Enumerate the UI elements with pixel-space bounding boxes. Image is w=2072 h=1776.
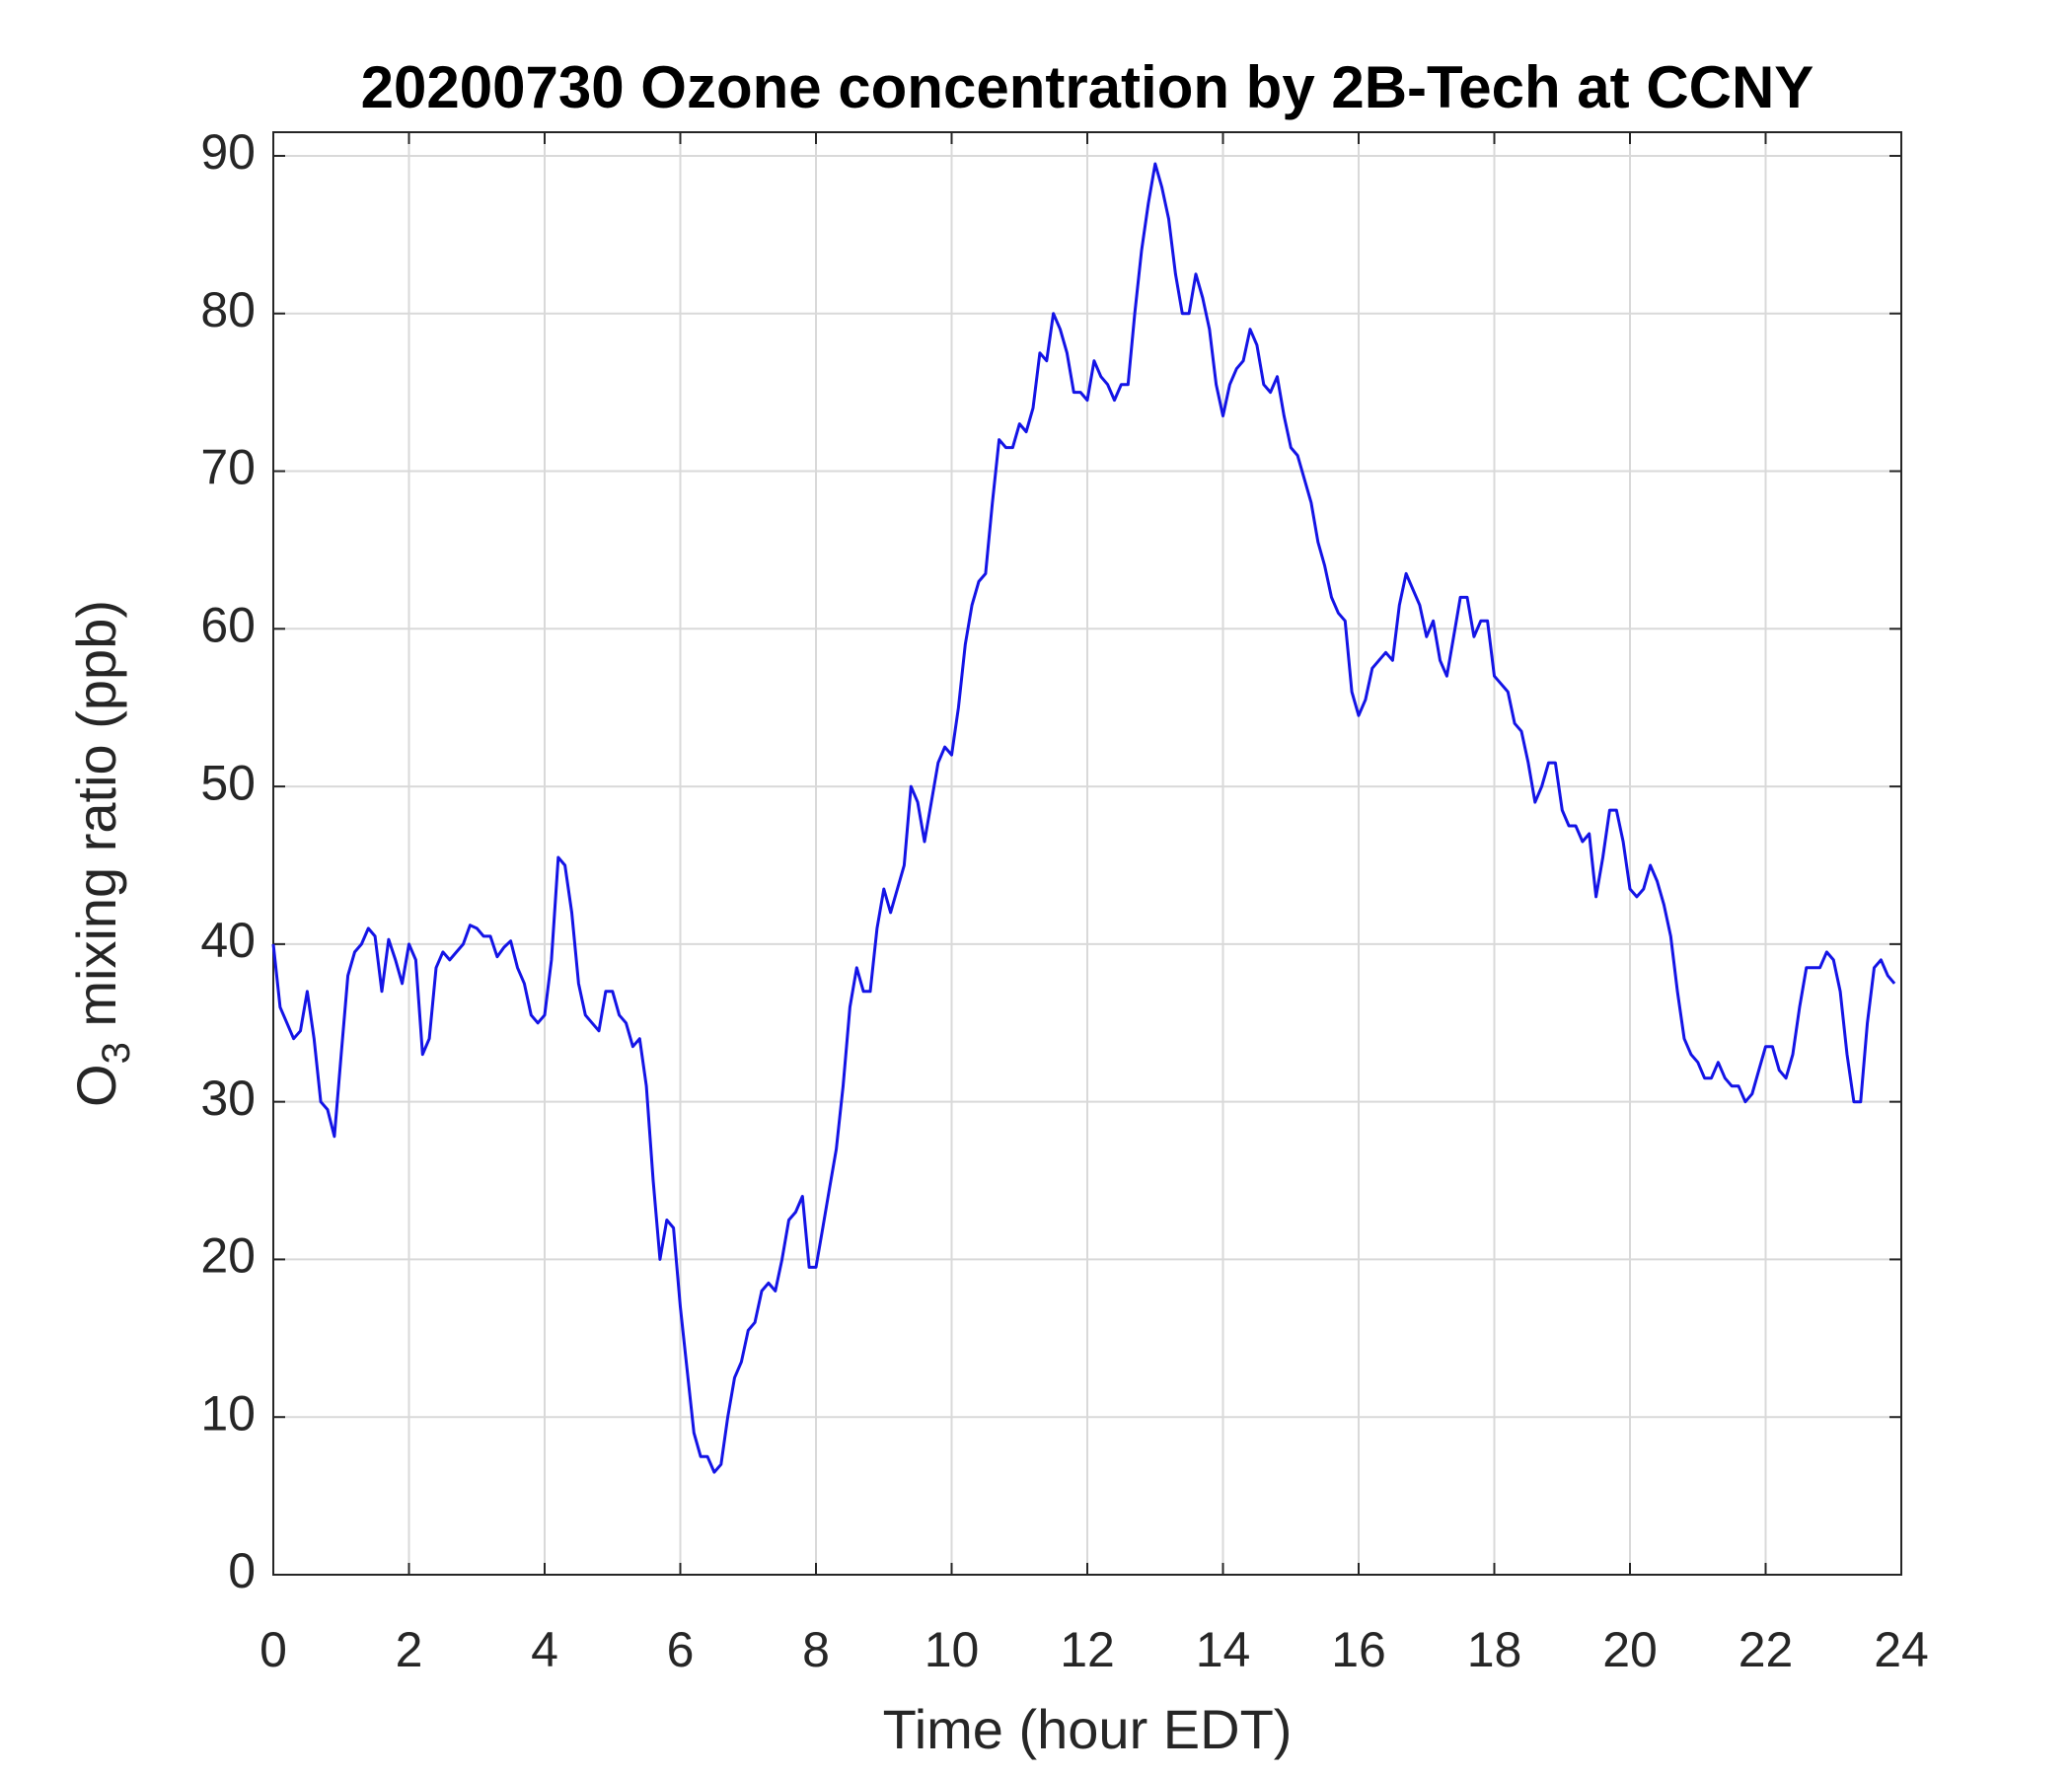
x-tick-label: 18: [1467, 1622, 1522, 1677]
x-tick-label: 10: [925, 1622, 980, 1677]
y-tick-label: 80: [200, 282, 256, 337]
y-label-part: O: [65, 1064, 127, 1107]
x-tick-label: 20: [1602, 1622, 1658, 1677]
x-tick-label: 0: [259, 1622, 287, 1677]
y-tick-label: 0: [228, 1543, 256, 1598]
x-tick-label: 14: [1196, 1622, 1251, 1677]
x-tick-label: 16: [1331, 1622, 1386, 1677]
y-label-part: mixing ratio (ppb): [65, 600, 127, 1042]
x-tick-label: 4: [531, 1622, 558, 1677]
y-tick-label: 90: [200, 124, 256, 180]
data-line: [271, 162, 1896, 1474]
x-tick-label: 2: [396, 1622, 423, 1677]
y-tick-label: 30: [200, 1071, 256, 1126]
x-axis-label: Time (hour EDT): [883, 1698, 1293, 1760]
x-tick-label: 22: [1739, 1622, 1794, 1677]
y-tick-label: 10: [200, 1385, 256, 1441]
chart-title: 20200730 Ozone concentration by 2B-Tech …: [361, 54, 1814, 120]
x-tick-label: 24: [1874, 1622, 1929, 1677]
y-tick-label: 40: [200, 913, 256, 968]
y-label-subscript: 3: [95, 1042, 138, 1064]
x-tick-label: 12: [1060, 1622, 1115, 1677]
y-tick-label: 20: [200, 1228, 256, 1284]
y-axis-label: O3 mixing ratio (ppb): [65, 600, 138, 1107]
y-tick-label: 50: [200, 755, 256, 810]
y-tick-label: 60: [200, 598, 256, 653]
x-tick-label: 8: [802, 1622, 830, 1677]
plot-frame: [272, 131, 1902, 1576]
y-tick-label: 70: [200, 440, 256, 495]
x-tick-label: 6: [667, 1622, 695, 1677]
